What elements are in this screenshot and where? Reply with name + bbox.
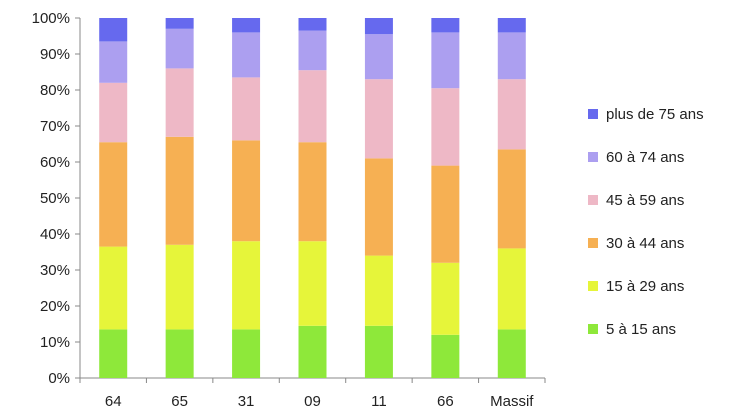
bar-segment <box>232 77 261 141</box>
bar-segment <box>497 18 526 33</box>
bar-segment <box>431 165 460 263</box>
bar-segment <box>497 79 526 150</box>
legend-item: 15 à 29 ans <box>588 278 728 295</box>
bar-segment <box>431 18 460 33</box>
y-tick-label: 70% <box>40 118 70 135</box>
bar-segment <box>99 82 128 143</box>
bars <box>99 18 526 378</box>
y-tick-label: 20% <box>40 298 70 315</box>
y-tick-label: 60% <box>40 154 70 171</box>
bar-segment <box>99 142 128 247</box>
bar-segment <box>99 18 128 42</box>
bar-segment <box>298 18 327 31</box>
bar-segment <box>298 70 327 143</box>
bar-segment <box>165 68 194 137</box>
y-tick-label: 10% <box>40 334 70 351</box>
bar-segment <box>431 88 460 166</box>
bar-segment <box>165 18 194 29</box>
legend-swatch <box>588 109 598 119</box>
bar-segment <box>364 34 393 80</box>
legend-label: 30 à 44 ans <box>606 235 685 252</box>
x-tick-label: Massif <box>490 393 534 410</box>
bar-segment <box>298 142 327 242</box>
y-axis: 0% 10% 20% 30% 40% 50% 60% 70% 80% 90% 100% <box>32 10 81 387</box>
y-tick-label: 0% <box>48 370 70 387</box>
legend-item: 30 à 44 ans <box>588 235 728 252</box>
bar-segment <box>165 329 194 378</box>
bar-segment <box>497 149 526 249</box>
bar-segment <box>497 248 526 330</box>
bar-segment <box>232 32 261 78</box>
legend-swatch <box>588 281 598 291</box>
bar-segment <box>99 329 128 378</box>
legend-item: 60 à 74 ans <box>588 149 728 166</box>
x-tick-label: 11 <box>371 393 387 410</box>
x-tick-label: 65 <box>171 393 188 410</box>
x-tick-label: 31 <box>238 393 255 410</box>
y-tick-label: 50% <box>40 190 70 207</box>
legend-swatch <box>588 238 598 248</box>
bar-segment <box>431 262 460 335</box>
legend-label: plus de 75 ans <box>606 106 704 123</box>
bar-segment <box>232 18 261 33</box>
bar-segment <box>298 325 327 378</box>
legend-item: 45 à 59 ans <box>588 192 728 209</box>
x-tick-label: 09 <box>304 393 321 410</box>
legend-item: plus de 75 ans <box>588 106 728 123</box>
bar-segment <box>232 241 261 330</box>
bar-segment <box>298 241 327 326</box>
x-tick-label: 64 <box>105 393 122 410</box>
y-tick-label: 80% <box>40 82 70 99</box>
bar-segment <box>364 158 393 256</box>
bar-segment <box>232 140 261 242</box>
legend-label: 15 à 29 ans <box>606 278 685 295</box>
bar-segment <box>364 255 393 326</box>
bar-segment <box>165 136 194 245</box>
legend: plus de 75 ans 60 à 74 ans 45 à 59 ans 30 à… <box>588 106 728 364</box>
y-tick-label: 40% <box>40 226 70 243</box>
legend-swatch <box>588 195 598 205</box>
legend-label: 45 à 59 ans <box>606 192 685 209</box>
bar-segment <box>99 246 128 330</box>
y-tick-label: 30% <box>40 262 70 279</box>
bar-segment <box>497 32 526 80</box>
bar-segment <box>364 18 393 35</box>
legend-label: 60 à 74 ans <box>606 149 685 166</box>
bar-segment <box>99 41 128 83</box>
legend-swatch <box>588 324 598 334</box>
bar-segment <box>165 244 194 330</box>
x-tick-label: 66 <box>437 393 454 410</box>
bar-segment <box>165 28 194 69</box>
bar-segment <box>497 329 526 378</box>
bar-segment <box>232 329 261 378</box>
bar-segment <box>364 325 393 378</box>
legend-swatch <box>588 152 598 162</box>
y-tick-label: 90% <box>40 46 70 63</box>
legend-item: 5 à 15 ans <box>588 321 728 338</box>
x-axis: 64 65 31 09 11 66 Massif <box>79 377 546 410</box>
legend-label: 5 à 15 ans <box>606 321 677 338</box>
bar-segment <box>364 79 393 159</box>
bar-segment <box>431 334 460 378</box>
bar-segment <box>298 30 327 71</box>
y-tick-label: 100% <box>32 10 70 27</box>
bar-segment <box>431 32 460 89</box>
